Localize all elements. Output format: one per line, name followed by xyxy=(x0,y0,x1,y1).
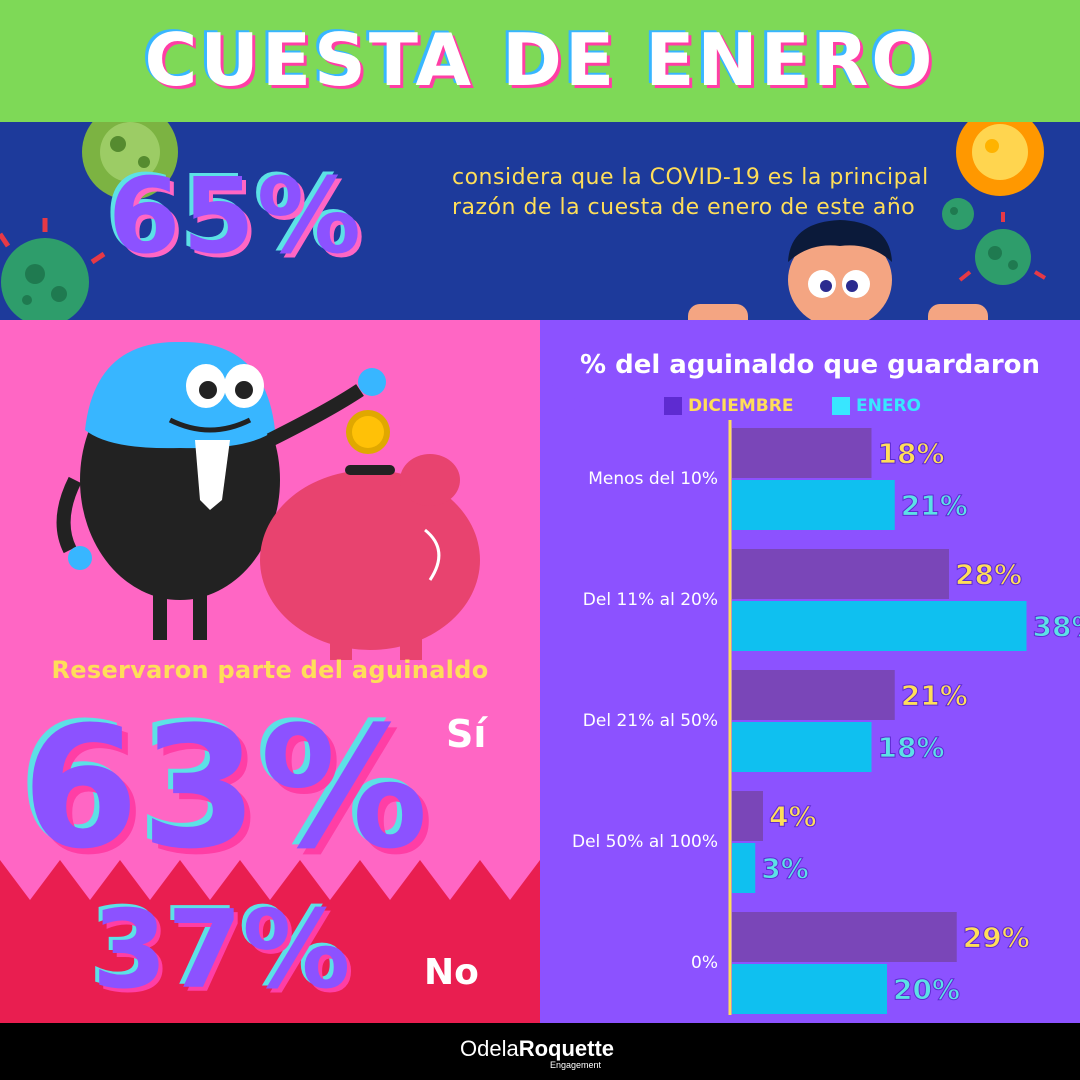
reserved-label: Reservaron parte del aguinaldo xyxy=(51,656,489,684)
yes-percent: 63% xyxy=(22,690,431,886)
virus-icon xyxy=(942,198,974,230)
no-percent: 37% xyxy=(92,888,351,1013)
data-label-enero: 3% xyxy=(761,852,809,885)
savings-bar-chart: Menos del 10% 18% 21% Del 11% al 20% 28% 38% D… xyxy=(572,420,1080,1015)
data-label-diciembre: 21% xyxy=(901,679,968,712)
category-label: Menos del 10% xyxy=(588,469,718,489)
chart-title: % del aguinaldo que guardaron xyxy=(579,350,1041,380)
data-label-diciembre: 29% xyxy=(963,921,1030,954)
no-label: No xyxy=(424,952,479,993)
bar-enero xyxy=(732,601,1027,651)
virus-spikes xyxy=(0,218,106,265)
covid-description: considera que la COVID-19 es la principa… xyxy=(452,165,929,220)
bar-enero xyxy=(732,480,895,530)
coin-icon xyxy=(346,410,390,454)
legend-swatch-diciembre xyxy=(664,397,682,415)
data-label-enero: 20% xyxy=(893,973,960,1006)
legend-enero: ENERO xyxy=(832,396,921,416)
logo-subtitle: Engagement xyxy=(550,1060,602,1070)
logo-text-b: Roquette xyxy=(518,1036,615,1061)
hand-left-icon xyxy=(688,304,748,320)
bar-diciembre xyxy=(732,428,872,478)
data-label-enero: 38% xyxy=(1033,610,1080,643)
covid-band xyxy=(0,122,1080,320)
pointer-arrow xyxy=(540,378,584,430)
piggy-bank-illustration xyxy=(56,341,480,660)
bar-enero xyxy=(732,964,887,1014)
bar-diciembre xyxy=(732,791,763,841)
category-label: Del 11% al 20% xyxy=(583,590,718,610)
bar-enero xyxy=(732,722,872,772)
data-label-enero: 21% xyxy=(901,489,968,522)
legend-swatch-enero xyxy=(832,397,850,415)
peeking-man-illustration xyxy=(788,220,892,320)
bar-diciembre xyxy=(732,549,949,599)
covid-percent: 65% xyxy=(108,155,363,277)
data-label-diciembre: 28% xyxy=(955,558,1022,591)
virus-icon xyxy=(956,122,1044,196)
virus-icon xyxy=(82,122,178,200)
title-bar xyxy=(0,0,1080,122)
data-label-diciembre: 18% xyxy=(878,437,945,470)
category-label: Del 21% al 50% xyxy=(583,711,718,731)
red-zigzag-band xyxy=(0,860,540,1023)
legend-label-enero: ENERO xyxy=(856,396,921,416)
piggy-bank-icon xyxy=(260,454,480,660)
yes-label: Sí xyxy=(446,712,487,756)
legend-label-diciembre: DICIEMBRE xyxy=(688,396,794,416)
hand-right-icon xyxy=(928,304,988,320)
savings-panel xyxy=(0,320,540,1023)
bar-diciembre xyxy=(732,670,895,720)
virus-decorations xyxy=(0,122,1047,320)
virus-icon xyxy=(975,229,1031,285)
category-label: Del 50% al 100% xyxy=(572,832,718,852)
page-title: CUESTA DE ENERO xyxy=(144,18,936,102)
businessman-icon xyxy=(56,341,386,640)
data-label-enero: 18% xyxy=(878,731,945,764)
bar-enero xyxy=(732,843,756,893)
logo-text-a: Odela xyxy=(460,1036,519,1061)
brand-logo: OdelaRoquette xyxy=(460,1036,614,1062)
footer xyxy=(0,1023,1080,1080)
virus-icon xyxy=(1,238,89,320)
category-label: 0% xyxy=(691,953,718,973)
bar-diciembre xyxy=(732,912,957,962)
legend-diciembre: DICIEMBRE xyxy=(664,396,793,416)
data-label-diciembre: 4% xyxy=(769,800,817,833)
